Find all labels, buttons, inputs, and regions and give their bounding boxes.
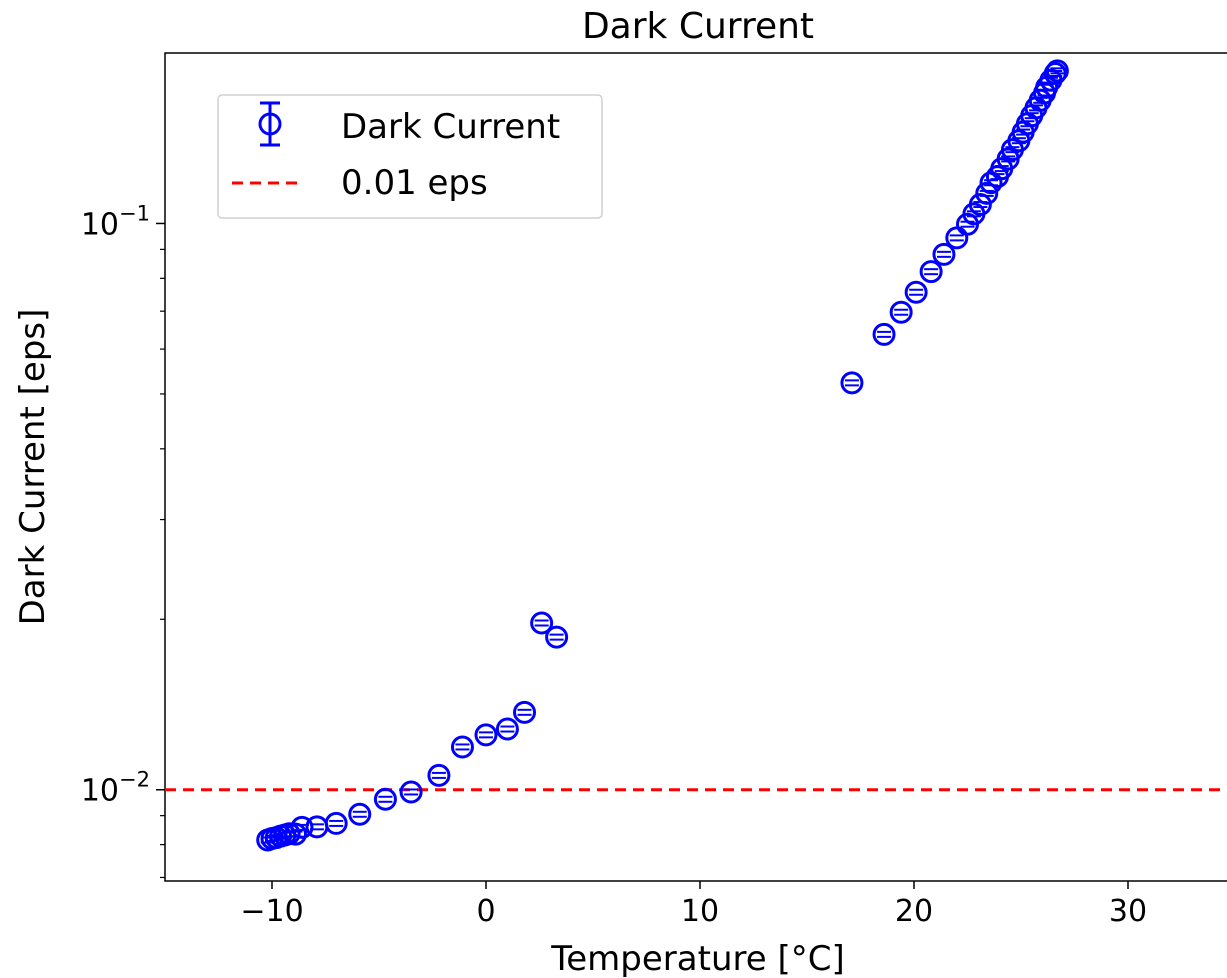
x-axis: −10 0 10 20 30 [240,881,1147,929]
legend: Dark Current 0.01 eps [217,94,603,219]
data-point [495,717,519,741]
data-point [450,735,474,759]
data-point [530,611,554,635]
data-point [324,811,348,835]
x-tick-label: −10 [240,894,303,929]
data-point [427,763,451,787]
data-point [889,300,913,324]
x-tick-label: 10 [681,894,719,929]
data-point [840,371,864,395]
data-point [919,260,943,284]
x-tick-label: 0 [476,894,495,929]
chart-title: Dark Current [582,6,814,47]
legend-marker-dark-current [258,101,282,147]
data-points-layer [256,59,1069,852]
x-tick-label: 30 [1109,894,1147,929]
data-point [1045,59,1069,83]
data-point [932,242,956,266]
legend-box [217,94,603,219]
legend-label-dark-current: Dark Current [341,107,560,147]
legend-label-threshold: 0.01 eps [341,163,488,203]
x-tick-label: 20 [895,894,933,929]
data-point [904,280,928,304]
y-axis-title: Dark Current [eps] [13,309,53,626]
data-point [545,625,569,649]
data-point [474,723,498,747]
data-point [399,780,423,804]
data-point [513,700,537,724]
data-point [348,802,372,826]
x-axis-title: Temperature [°C] [550,939,844,978]
y-tick-label: 10−1 [81,201,150,242]
y-axis: 10−1 10−2 [81,201,165,879]
data-point [872,322,896,346]
y-tick-label: 10−2 [81,768,150,809]
data-point [373,787,397,811]
